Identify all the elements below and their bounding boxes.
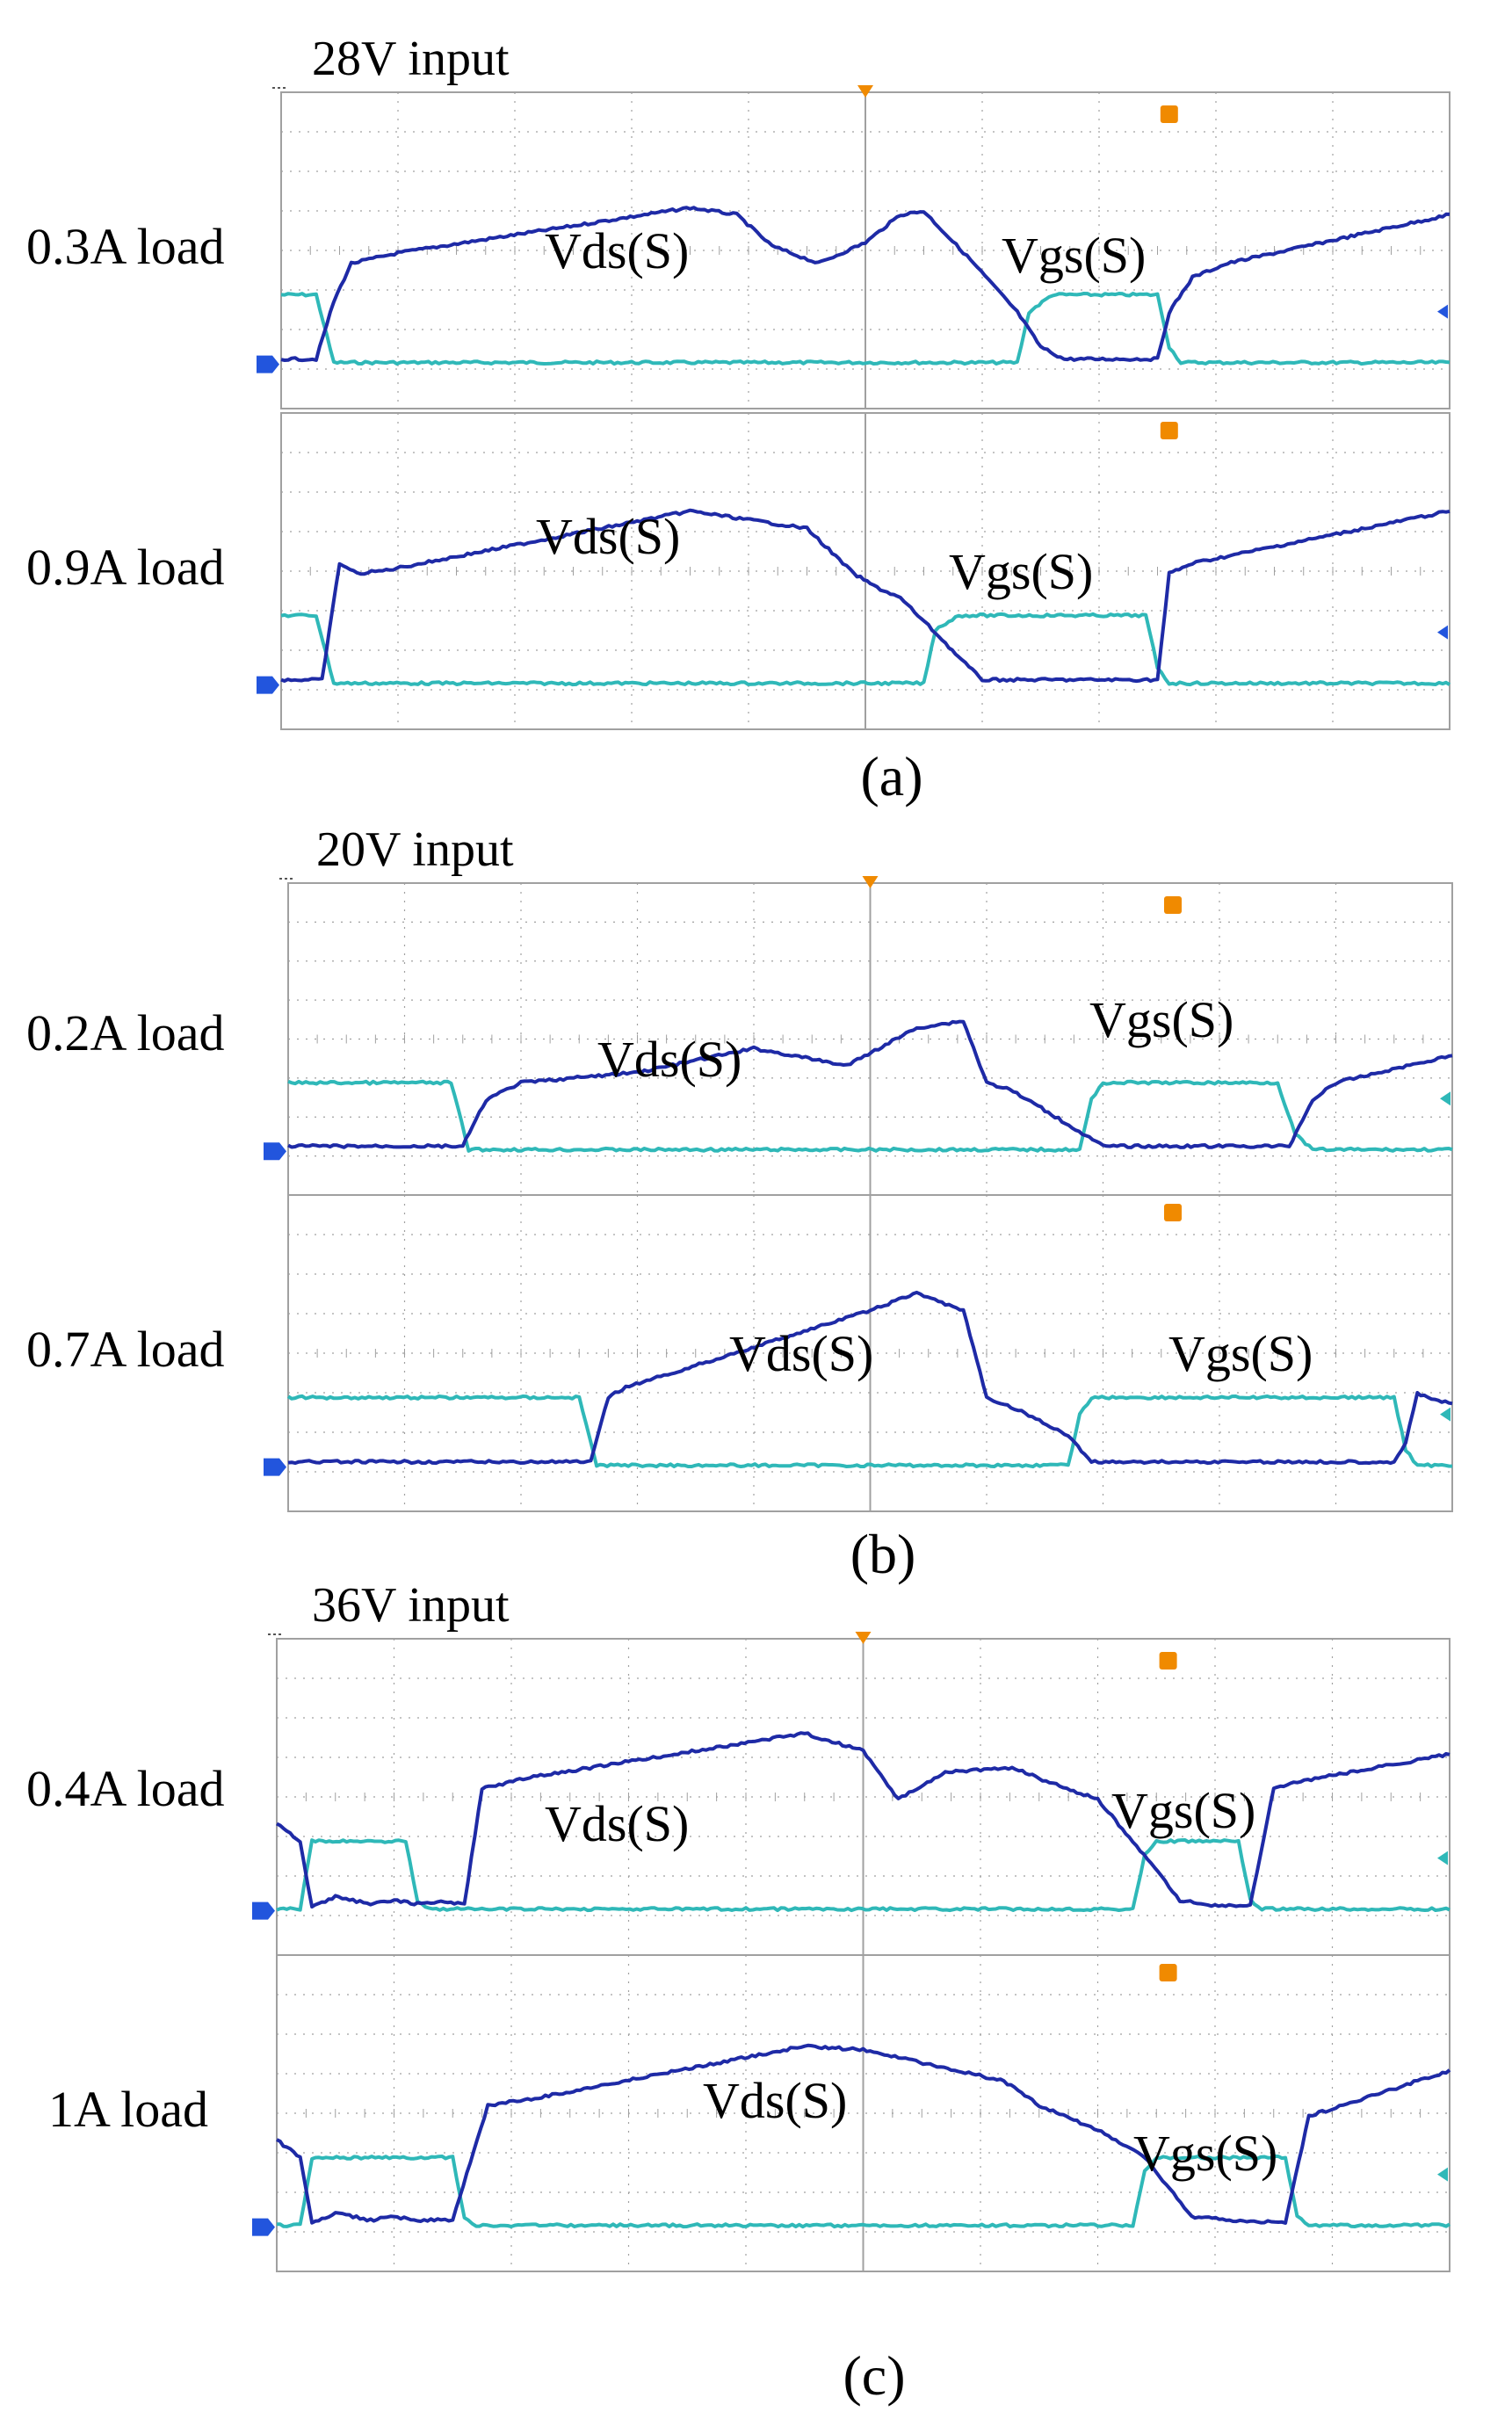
vgs-label: Vgs(S) [949,543,1093,600]
trigger-position-marker [857,85,873,98]
vgs-label: Vgs(S) [1111,1782,1255,1839]
vgs-label: Vgs(S) [1002,227,1146,284]
vds-label: Vds(S) [703,2072,847,2129]
vgs-trace [276,1838,1451,1913]
vds-trace [276,1731,1451,1909]
channel-level-marker [1440,1407,1451,1422]
vgs-trace [287,1079,1453,1153]
channel-ground-marker [257,676,279,694]
vgs-trace [280,612,1451,687]
input-voltage-label: 36V input [312,1578,510,1633]
vgs-trace [280,292,1451,366]
panel-caption: (b) [850,1523,916,1585]
input-voltage-label: 28V input [312,32,510,86]
channel-level-marker [1437,1851,1448,1865]
vds-label: Vds(S) [536,508,680,565]
input-voltage-label: 20V input [316,822,514,877]
channel-ground-marker [264,1142,286,1161]
channel-ground-marker [264,1458,286,1476]
load-label: 1A load [48,2081,208,2138]
trigger-level-icon [1159,1964,1177,1981]
channel-level-marker [1437,304,1448,319]
channel-ground-marker [252,2218,275,2236]
load-label: 0.3A load [26,218,225,275]
load-label: 0.9A load [26,539,225,596]
vds-label: Vds(S) [545,1795,689,1852]
panel-caption: (a) [860,745,922,808]
vds-label: Vds(S) [729,1325,873,1382]
channel-level-marker [1437,625,1448,640]
vgs-trace [277,2154,1451,2229]
vgs-trace [286,1394,1453,1469]
vgs-label: Vgs(S) [1133,2125,1277,2182]
vds-trace [280,206,1451,363]
trigger-position-marker [855,1632,872,1644]
vds-trace [280,508,1451,684]
load-label: 0.2A load [26,1004,225,1061]
channel-ground-marker [257,355,279,373]
trigger-level-icon [1159,1652,1177,1670]
vds-trace [287,1290,1453,1466]
trigger-level-icon [1164,1204,1182,1221]
vgs-label: Vgs(S) [1089,991,1233,1048]
load-label: 0.7A load [26,1321,225,1378]
channel-level-marker [1440,1091,1451,1106]
panel-caption: (c) [843,2344,905,2407]
vds-trace [287,1019,1453,1149]
load-label: 0.4A load [26,1760,225,1817]
channel-ground-marker [252,1901,275,1920]
trigger-level-icon [1160,422,1178,439]
trigger-position-marker [862,876,879,888]
vds-label: Vds(S) [545,222,689,279]
vds-label: Vds(S) [597,1031,742,1088]
vgs-label: Vgs(S) [1168,1325,1313,1382]
vds-trace [276,2043,1451,2225]
trigger-level-icon [1160,105,1178,123]
trigger-level-icon [1164,896,1182,914]
channel-level-marker [1437,2167,1448,2182]
